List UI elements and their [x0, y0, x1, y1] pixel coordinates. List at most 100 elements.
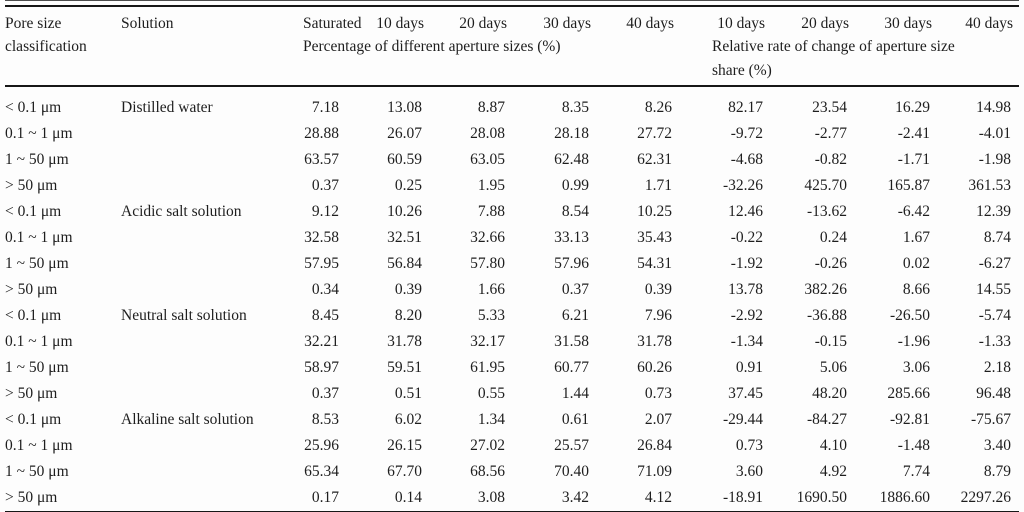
value-cell: 8.20	[394, 307, 422, 324]
value-cell: 61.95	[470, 359, 505, 376]
value-cell: -0.26	[814, 255, 847, 272]
value-cell: 31.78	[637, 333, 672, 350]
solution-cell	[113, 121, 271, 147]
solution-cell	[113, 251, 271, 277]
value-cell: 32.21	[304, 333, 339, 350]
value-cell: 62.31	[637, 151, 672, 168]
value-cell: 0.39	[644, 281, 672, 298]
value-cell: 4.92	[819, 463, 847, 480]
value-cell: 0.34	[311, 281, 339, 298]
value-cell: 63.57	[304, 151, 339, 168]
value-cell: 0.25	[394, 177, 422, 194]
value-cell: 60.59	[387, 151, 422, 168]
value-cell: 2297.26	[938, 485, 1019, 512]
value-cell: -1.92	[730, 255, 763, 272]
value-cell: 32.51	[387, 229, 422, 246]
value-cell: 3.06	[902, 359, 930, 376]
table-row: 0.1 ~ 1 μm 32.58 32.51 32.66 33.13 35.43 -0.22…	[5, 225, 1019, 251]
value-cell: 7.18	[311, 99, 339, 116]
pore-size-cell: > 50 μm	[5, 281, 58, 298]
value-cell: 14.98	[976, 99, 1011, 116]
value-cell: -0.22	[730, 229, 763, 246]
value-cell: 9.12	[311, 203, 339, 220]
pore-size-cell: < 0.1 μm	[5, 307, 62, 324]
value-cell: 2.18	[983, 359, 1011, 376]
value-cell: 1.44	[561, 385, 589, 402]
value-cell: 26.84	[637, 437, 672, 454]
value-cell: 26.07	[387, 125, 422, 142]
pore-size-cell: > 50 μm	[5, 177, 58, 194]
value-cell: 96.48	[976, 385, 1011, 402]
solution-cell	[113, 485, 271, 512]
value-cell: 12.46	[728, 203, 763, 220]
value-cell: 4.10	[819, 437, 847, 454]
value-cell: -0.15	[814, 333, 847, 350]
solution-cell	[113, 147, 271, 173]
value-cell: 32.66	[470, 229, 505, 246]
value-cell: 48.20	[812, 385, 847, 402]
table-row: 1 ~ 50 μm 58.97 59.51 61.95 60.77 60.26 0.91 5.…	[5, 355, 1019, 381]
value-cell: -5.74	[978, 307, 1011, 324]
table-row: < 0.1 μm Alkaline salt solution 8.53 6.02 1.…	[5, 407, 1019, 433]
table-row: 1 ~ 50 μm 63.57 60.59 63.05 62.48 62.31 -4.68 -…	[5, 147, 1019, 173]
value-cell: 0.61	[561, 411, 589, 428]
header-saturated: Saturated	[303, 15, 362, 32]
value-cell: 0.39	[394, 281, 422, 298]
pore-size-cell: 0.1 ~ 1 μm	[5, 125, 73, 142]
solution-cell	[113, 433, 271, 459]
pore-size-cell: > 50 μm	[5, 485, 113, 512]
value-cell: 26.15	[387, 437, 422, 454]
value-cell: 28.18	[554, 125, 589, 142]
solution-cell: Alkaline salt solution	[121, 411, 254, 428]
value-cell: 0.02	[902, 255, 930, 272]
header-30days-relative: 30 days	[884, 15, 932, 32]
table-row: > 50 μm 0.37 0.25 1.95 0.99 1.71 -32.26 425.70 1…	[5, 173, 1019, 199]
value-cell: 57.80	[470, 255, 505, 272]
value-cell: -6.27	[978, 255, 1011, 272]
solution-cell: Acidic salt solution	[121, 203, 242, 220]
value-cell: -1.33	[978, 333, 1011, 350]
value-cell: 59.51	[387, 359, 422, 376]
value-cell: 285.66	[887, 385, 930, 402]
value-cell: 0.55	[477, 385, 505, 402]
value-cell: 27.72	[637, 125, 672, 142]
value-cell: 0.24	[819, 229, 847, 246]
value-cell: 3.40	[983, 437, 1011, 454]
value-cell: 28.08	[470, 125, 505, 142]
table-row: > 50 μm 0.37 0.51 0.55 1.44 0.73 37.45 48.20 285…	[5, 381, 1019, 407]
value-cell: -2.92	[730, 307, 763, 324]
value-cell: 63.05	[470, 151, 505, 168]
value-cell: 8.53	[311, 411, 339, 428]
value-cell: 60.26	[637, 359, 672, 376]
pore-size-cell: 1 ~ 50 μm	[5, 359, 69, 376]
table-row: 1 ~ 50 μm 57.95 56.84 57.80 57.96 54.31 -1.92 -…	[5, 251, 1019, 277]
value-cell: 0.17	[271, 485, 347, 512]
value-cell: -75.67	[970, 411, 1011, 428]
solution-cell	[113, 381, 271, 407]
pore-size-table: Pore size classification Solution Satura…	[5, 5, 1019, 512]
header-row-groups: Percentage of different aperture sizes (…	[5, 35, 1019, 87]
table-header: Pore size classification Solution Satura…	[5, 6, 1019, 87]
pore-size-cell: < 0.1 μm	[5, 411, 62, 428]
value-cell: 4.12	[597, 485, 680, 512]
value-cell: 32.58	[304, 229, 339, 246]
value-cell: 7.88	[477, 203, 505, 220]
value-cell: 27.02	[470, 437, 505, 454]
value-cell: -1.48	[897, 437, 930, 454]
value-cell: 0.73	[644, 385, 672, 402]
value-cell: -26.50	[889, 307, 930, 324]
pore-size-cell: 1 ~ 50 μm	[5, 151, 69, 168]
value-cell: 0.37	[311, 385, 339, 402]
value-cell: 0.51	[394, 385, 422, 402]
pore-size-cell: 0.1 ~ 1 μm	[5, 333, 73, 350]
value-cell: 32.17	[470, 333, 505, 350]
value-cell: 33.13	[554, 229, 589, 246]
value-cell: 8.87	[477, 99, 505, 116]
value-cell: 165.87	[887, 177, 930, 194]
value-cell: 8.54	[561, 203, 589, 220]
value-cell: 7.74	[902, 463, 930, 480]
value-cell: 1.67	[902, 229, 930, 246]
value-cell: -18.91	[680, 485, 771, 512]
value-cell: 54.31	[637, 255, 672, 272]
